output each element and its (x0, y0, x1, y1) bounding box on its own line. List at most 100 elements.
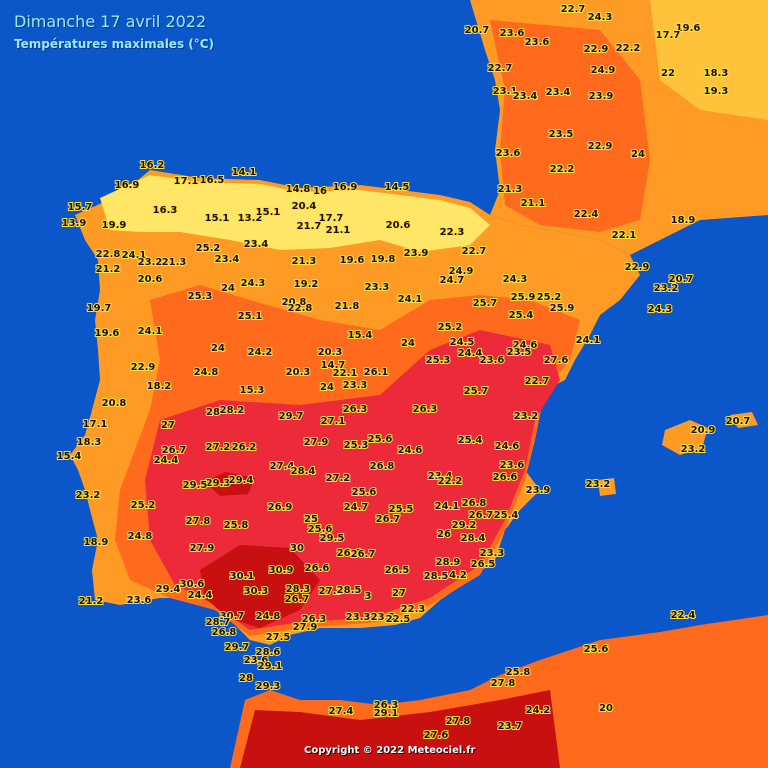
temperature-label: 27 (392, 588, 406, 599)
temperature-label: 24.8 (256, 611, 281, 622)
temperature-label: 28.4 (291, 466, 316, 477)
temperature-label: 18.3 (77, 437, 102, 448)
temperature-label: 15.3 (240, 385, 265, 396)
temperature-label: 26.7 (162, 445, 187, 456)
temperature-label: 25.8 (224, 520, 249, 531)
temperature-label: 24.3 (503, 274, 528, 285)
temperature-label: 13.9 (62, 218, 87, 229)
temperature-label: 23.7 (498, 721, 523, 732)
temperature-label: 24.6 (398, 445, 423, 456)
temperature-label: 22.1 (612, 230, 637, 241)
temperature-label: 26.7 (376, 514, 401, 525)
temperature-label: 24 (631, 149, 645, 160)
temperature-label: 27.9 (304, 437, 329, 448)
temperature-label: 24 (401, 338, 415, 349)
temperature-label: 24 (320, 382, 334, 393)
temperature-label: 27.8 (186, 516, 211, 527)
temperature-label: 24.1 (398, 294, 423, 305)
temperature-label: 26.1 (364, 367, 389, 378)
temperature-label: 25.6 (308, 524, 333, 535)
temperature-label: 23.2 (654, 283, 679, 294)
temperature-label: 21.3 (162, 257, 187, 268)
temperature-label: 30.9 (269, 565, 294, 576)
temperature-label: 26.2 (232, 442, 257, 453)
temperature-label: 26.8 (370, 461, 395, 472)
temperature-label: 22.7 (525, 376, 550, 387)
temperature-label: 16.9 (115, 180, 140, 191)
temperature-label: 19.6 (676, 23, 701, 34)
temperature-label: 26.5 (385, 565, 410, 576)
temperature-label: 23.5 (549, 129, 574, 140)
temperature-label: 26.3 (374, 700, 399, 711)
temperature-label: 17.1 (174, 176, 199, 187)
temperature-label: 23.4 (215, 254, 240, 265)
temperature-label: 20.8 (282, 297, 307, 308)
temperature-label: 22.8 (288, 303, 313, 314)
temperature-label: 23.9 (526, 485, 551, 496)
temperature-label: 23.5 (507, 347, 532, 358)
band-north-coast (100, 175, 490, 252)
temperature-label: 28.9 (436, 557, 461, 568)
temperature-label: 23.6 (500, 460, 525, 471)
temperature-label: 25.4 (494, 510, 519, 521)
temperature-label: 25.4 (509, 310, 534, 321)
temperature-label: 26.5 (471, 559, 496, 570)
temperature-label: 23.6 (525, 37, 550, 48)
temperature-label: 27.4 (329, 706, 354, 717)
temperature-label: 24.9 (449, 266, 474, 277)
temperature-label: 22.8 (96, 249, 121, 260)
band-hottest-pocket (205, 472, 255, 496)
temperature-label: 23.4 (428, 471, 453, 482)
temperature-label: 25.2 (438, 322, 463, 333)
temperature-label: 25.2 (537, 292, 562, 303)
temperature-label: 29.5 (183, 480, 208, 491)
temperature-label: 23.4 (513, 91, 538, 102)
temperature-label: 25.6 (584, 644, 609, 655)
temperature-label: 25.3 (188, 291, 213, 302)
temperature-label: 14.7 (321, 360, 346, 371)
temperature-label: 15.4 (348, 330, 373, 341)
temperature-label: 28 (206, 407, 220, 418)
temperature-label: 22.7 (561, 4, 586, 15)
temperature-label: 25.7 (473, 298, 498, 309)
temperature-label: 29.5 (320, 533, 345, 544)
temperature-label: 15.4 (57, 451, 82, 462)
temperature-label: 20.4 (292, 201, 317, 212)
temperature-label: 22.9 (625, 262, 650, 273)
temperature-label: 19.7 (87, 303, 112, 314)
temperature-label: 23.6 (480, 355, 505, 366)
temperature-label: 16.5 (200, 175, 225, 186)
temperature-label: 14.1 (232, 167, 257, 178)
temperature-label: 20.3 (286, 367, 311, 378)
temperature-label: 18.3 (704, 68, 729, 79)
copyright-notice: Copyright © 2022 Meteociel.fr (304, 745, 476, 756)
temperature-label: 22.9 (588, 141, 613, 152)
temperature-label: 28.2 (220, 405, 245, 416)
temperature-label: 18.2 (147, 381, 172, 392)
temperature-label: 22.9 (584, 44, 609, 55)
temperature-label: 25.6 (368, 434, 393, 445)
temperature-label: 25.3 (344, 440, 369, 451)
temperature-label: 20.3 (318, 347, 343, 358)
temperature-label: 24.1 (576, 335, 601, 346)
temperature-label: 23.3 (371, 612, 396, 623)
temperature-label: 14.8 (286, 184, 311, 195)
temperature-label: 22.9 (131, 362, 156, 373)
temperature-label: 26.7 (469, 510, 494, 521)
temperature-label: 23.6 (496, 148, 521, 159)
temperature-label: 19.6 (95, 328, 120, 339)
temperature-label: 30.1 (230, 571, 255, 582)
temperature-label: 23.2 (586, 479, 611, 490)
temperature-label: 30.3 (244, 586, 269, 597)
temperature-label: 24.4 (188, 590, 213, 601)
temperature-label: 19.9 (102, 220, 127, 231)
temperature-label: 28.5 (424, 571, 449, 582)
land-ibiza (598, 478, 616, 496)
temperature-label: 17.7 (319, 213, 344, 224)
temperature-label: 28.6 (256, 647, 281, 658)
temperature-label: 24.1 (138, 326, 163, 337)
temperature-label: 20.8 (102, 398, 127, 409)
temperature-label: 23.1 (493, 86, 518, 97)
temperature-label: 21.3 (498, 184, 523, 195)
temperature-label: 24.5 (450, 337, 475, 348)
